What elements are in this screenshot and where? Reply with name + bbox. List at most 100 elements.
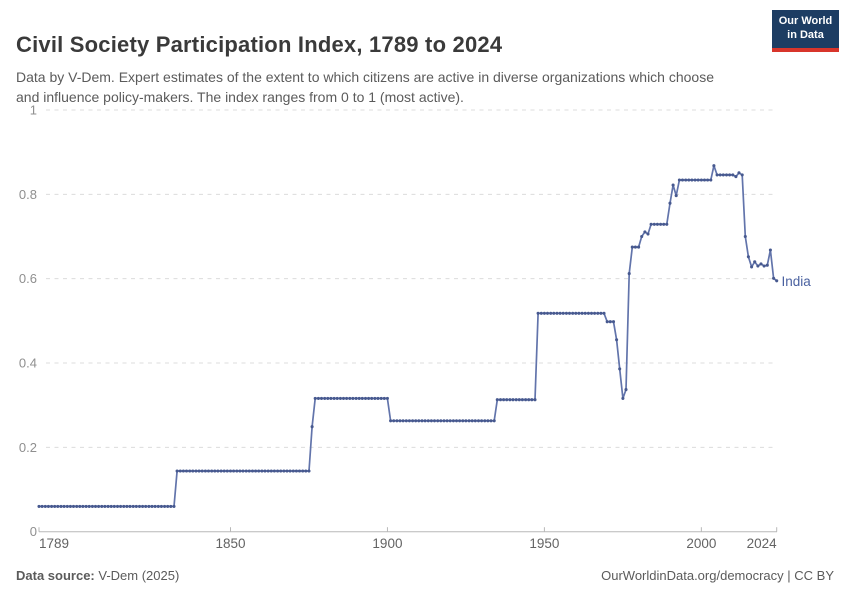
data-point: [549, 311, 553, 315]
x-tick-label: 1850: [215, 536, 245, 551]
data-point: [203, 469, 207, 473]
data-point: [326, 396, 330, 400]
data-point: [564, 311, 568, 315]
data-point: [454, 419, 459, 423]
data-point: [37, 504, 41, 508]
data-point: [420, 419, 424, 423]
data-point: [480, 419, 484, 423]
data-point: [677, 178, 681, 182]
data-point: [348, 396, 352, 400]
data-point: [517, 398, 521, 402]
data-point: [429, 419, 433, 423]
data-point: [373, 396, 377, 400]
data-point: [411, 419, 415, 423]
data-point: [615, 338, 619, 342]
data-point: [363, 396, 368, 400]
data-point: [426, 419, 430, 423]
data-point: [627, 272, 631, 276]
data-point: [558, 311, 562, 315]
india-series-line: [37, 164, 779, 508]
data-point: [718, 173, 722, 177]
data-point: [539, 311, 543, 315]
data-point: [103, 504, 107, 508]
data-point: [567, 311, 572, 315]
data-point: [150, 504, 154, 508]
data-point: [119, 504, 123, 508]
data-point: [128, 504, 132, 508]
data-point: [241, 469, 245, 473]
data-point: [147, 504, 151, 508]
data-point: [194, 469, 198, 473]
data-point: [417, 419, 421, 423]
data-point: [552, 311, 556, 315]
data-point: [602, 311, 606, 315]
data-point: [414, 419, 418, 423]
data-point: [112, 504, 116, 508]
data-point: [502, 398, 506, 402]
data-point: [401, 419, 405, 423]
gridlines: 0 0.2 0.4 0.6 0.8 1: [19, 103, 777, 539]
data-point: [75, 504, 79, 508]
data-point: [93, 504, 98, 508]
data-point: [357, 396, 361, 400]
y-tick-label: 0.4: [19, 356, 37, 371]
data-point: [709, 178, 713, 182]
x-tick-label: 1900: [372, 536, 402, 551]
data-point: [87, 504, 91, 508]
data-point: [608, 320, 612, 324]
data-point: [153, 504, 157, 508]
data-point: [649, 222, 653, 226]
data-point: [285, 469, 289, 473]
data-point: [768, 248, 772, 252]
data-point: [753, 260, 757, 264]
data-point: [690, 178, 694, 182]
data-point: [423, 419, 427, 423]
data-point: [78, 504, 82, 508]
data-point: [577, 311, 581, 315]
data-point: [206, 469, 211, 473]
data-point: [141, 504, 145, 508]
data-point: [464, 419, 468, 423]
data-point: [279, 469, 283, 473]
data-source-value: V-Dem (2025): [94, 568, 180, 583]
data-point: [338, 396, 342, 400]
india-line: [39, 164, 778, 508]
data-point: [291, 469, 295, 473]
data-point: [90, 504, 94, 508]
owid-logo[interactable]: Our World in Data: [772, 10, 839, 52]
data-point: [225, 469, 229, 473]
data-point: [216, 469, 220, 473]
data-point: [247, 469, 251, 473]
data-point: [385, 396, 389, 400]
data-point: [508, 398, 512, 402]
data-point: [571, 311, 575, 315]
owid-logo-line1: Our World: [778, 15, 833, 28]
data-point: [197, 469, 201, 473]
owid-logo-line2: in Data: [787, 29, 824, 41]
data-point: [687, 178, 691, 182]
data-point: [492, 419, 496, 423]
chart-footer: Data source: V-Dem (2025) OurWorldinData…: [16, 568, 834, 583]
data-point: [222, 469, 226, 473]
data-point: [172, 504, 176, 508]
data-point: [184, 469, 189, 473]
data-point: [445, 419, 449, 423]
data-point: [232, 469, 236, 473]
data-point: [263, 469, 267, 473]
data-point: [448, 419, 452, 423]
data-point: [762, 264, 766, 268]
data-point: [750, 265, 754, 269]
data-point: [134, 504, 138, 508]
credit-link[interactable]: OurWorldinData.org/democracy | CC BY: [601, 568, 834, 583]
data-point: [260, 469, 264, 473]
data-point: [282, 469, 286, 473]
y-tick-label: 0.6: [19, 271, 37, 286]
data-point: [743, 234, 747, 239]
x-tick-label: 2000: [686, 536, 716, 551]
data-point: [756, 264, 760, 268]
data-point: [731, 173, 735, 177]
data-point: [759, 262, 763, 266]
x-tick-label: 1950: [529, 536, 559, 551]
data-point: [432, 419, 437, 423]
